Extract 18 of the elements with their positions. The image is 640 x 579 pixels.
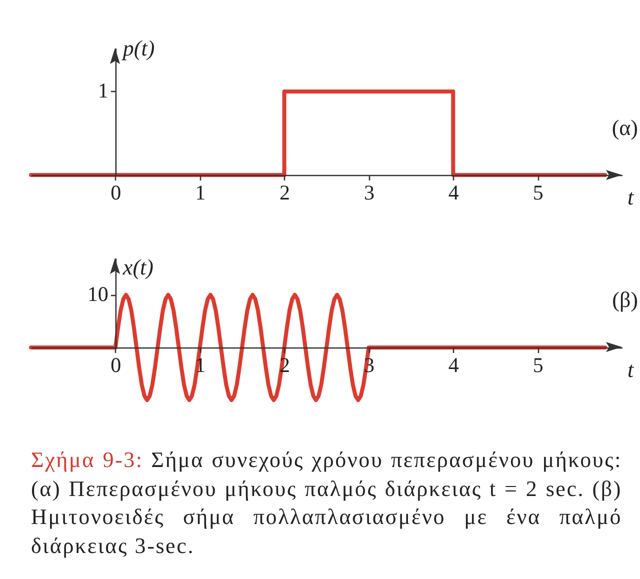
- x-axis-title: t: [628, 356, 634, 382]
- x-tick-label: 4: [448, 180, 460, 204]
- annotation: (α): [612, 115, 638, 140]
- text: Σχήμα 9-3: Σήμα συνεχούς χρόνου πεπερασμένου μήκους: (α) Πεπερασμένου μήκους παλμός διάρκειας t = 2 sec. (β) Ημιτονοειδές σήμα πολλαπλασιασμένο με ένα παλμό διάρκειας 3-sec.: [31, 447, 622, 558]
- x-tick-label: 5: [532, 180, 544, 204]
- x-tick-label: 0: [110, 180, 122, 204]
- annotation: (β): [612, 287, 638, 312]
- x-tick-label: 4: [448, 352, 460, 377]
- x-tick-label: 3: [364, 180, 374, 204]
- x-tick-label: 0: [110, 352, 122, 377]
- y-axis-title: p(t): [120, 36, 155, 60]
- x-tick-label: 5: [532, 352, 544, 377]
- x-tick-label: 1: [195, 180, 206, 204]
- annotation: 1: [98, 78, 108, 102]
- y-axis-title: x(t): [122, 254, 154, 280]
- x-tick-label: 2: [280, 180, 290, 204]
- x-axis-title: t: [628, 184, 634, 210]
- annotation: 10: [87, 282, 108, 306]
